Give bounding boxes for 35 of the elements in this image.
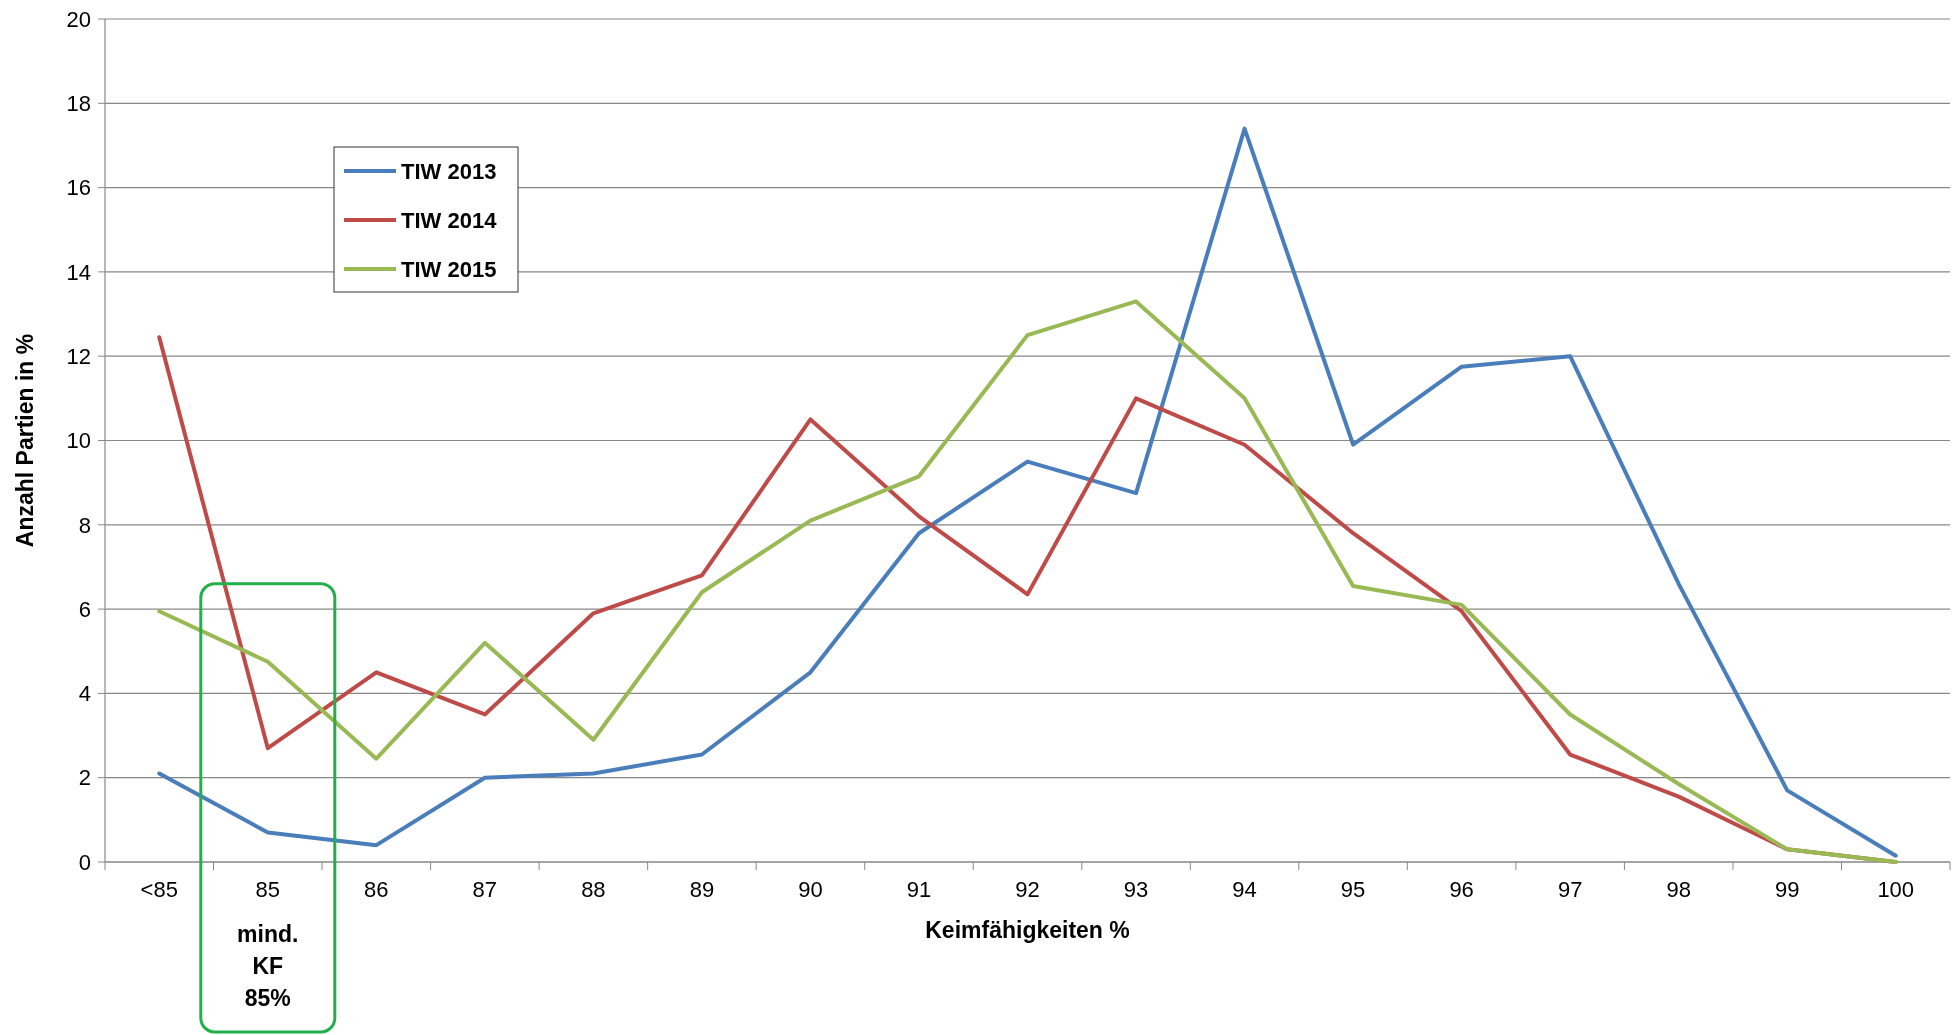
x-tick-label: 91 [906, 877, 932, 902]
line-series [157, 126, 1898, 858]
y-tick-label: 6 [78, 596, 91, 622]
x-tick-label: <85 [140, 877, 178, 902]
legend-label: TIW 2014 [401, 207, 498, 233]
y-tick-label: 16 [66, 175, 91, 201]
x-tick-label: 89 [689, 877, 715, 902]
text: mind. KF 85% [237, 921, 299, 1011]
x-axis-title: Keimfähigkeiten % [925, 917, 1130, 943]
y-tick-label: 14 [66, 259, 91, 285]
x-tick-label: 90 [798, 877, 823, 902]
y-tick-label: 18 [66, 91, 91, 116]
legend-label: TIW 2013 [401, 158, 497, 184]
x-tick-label: 100 [1877, 877, 1915, 902]
x-tick-label: 87 [472, 877, 498, 902]
x-tick-label: 99 [1774, 877, 1800, 902]
x-tick-label: 85 [255, 877, 281, 902]
y-tick-label: 10 [66, 428, 91, 454]
x-tick-label: 93 [1123, 877, 1149, 902]
x-tick-label: 95 [1340, 877, 1366, 902]
y-axis-title: Anzahl Partien in % [12, 333, 38, 548]
y-tick-label: 8 [78, 512, 91, 538]
x-tick-label: 88 [581, 877, 606, 902]
x-tick-label: 94 [1232, 877, 1257, 902]
y-tick-label: 12 [66, 343, 91, 369]
x-tick-label: 97 [1557, 877, 1583, 902]
x-tick-label: 96 [1449, 877, 1474, 902]
x-tick-label: 92 [1015, 877, 1040, 902]
y-tick-label: 2 [78, 765, 91, 791]
x-tick-label: 86 [364, 877, 389, 902]
y-tick-label: 4 [78, 681, 91, 707]
legend-label: TIW 2015 [401, 256, 497, 282]
y-tick-label: 0 [78, 849, 91, 875]
y-tick-label: 20 [66, 6, 91, 32]
x-tick-label: 98 [1666, 877, 1691, 902]
